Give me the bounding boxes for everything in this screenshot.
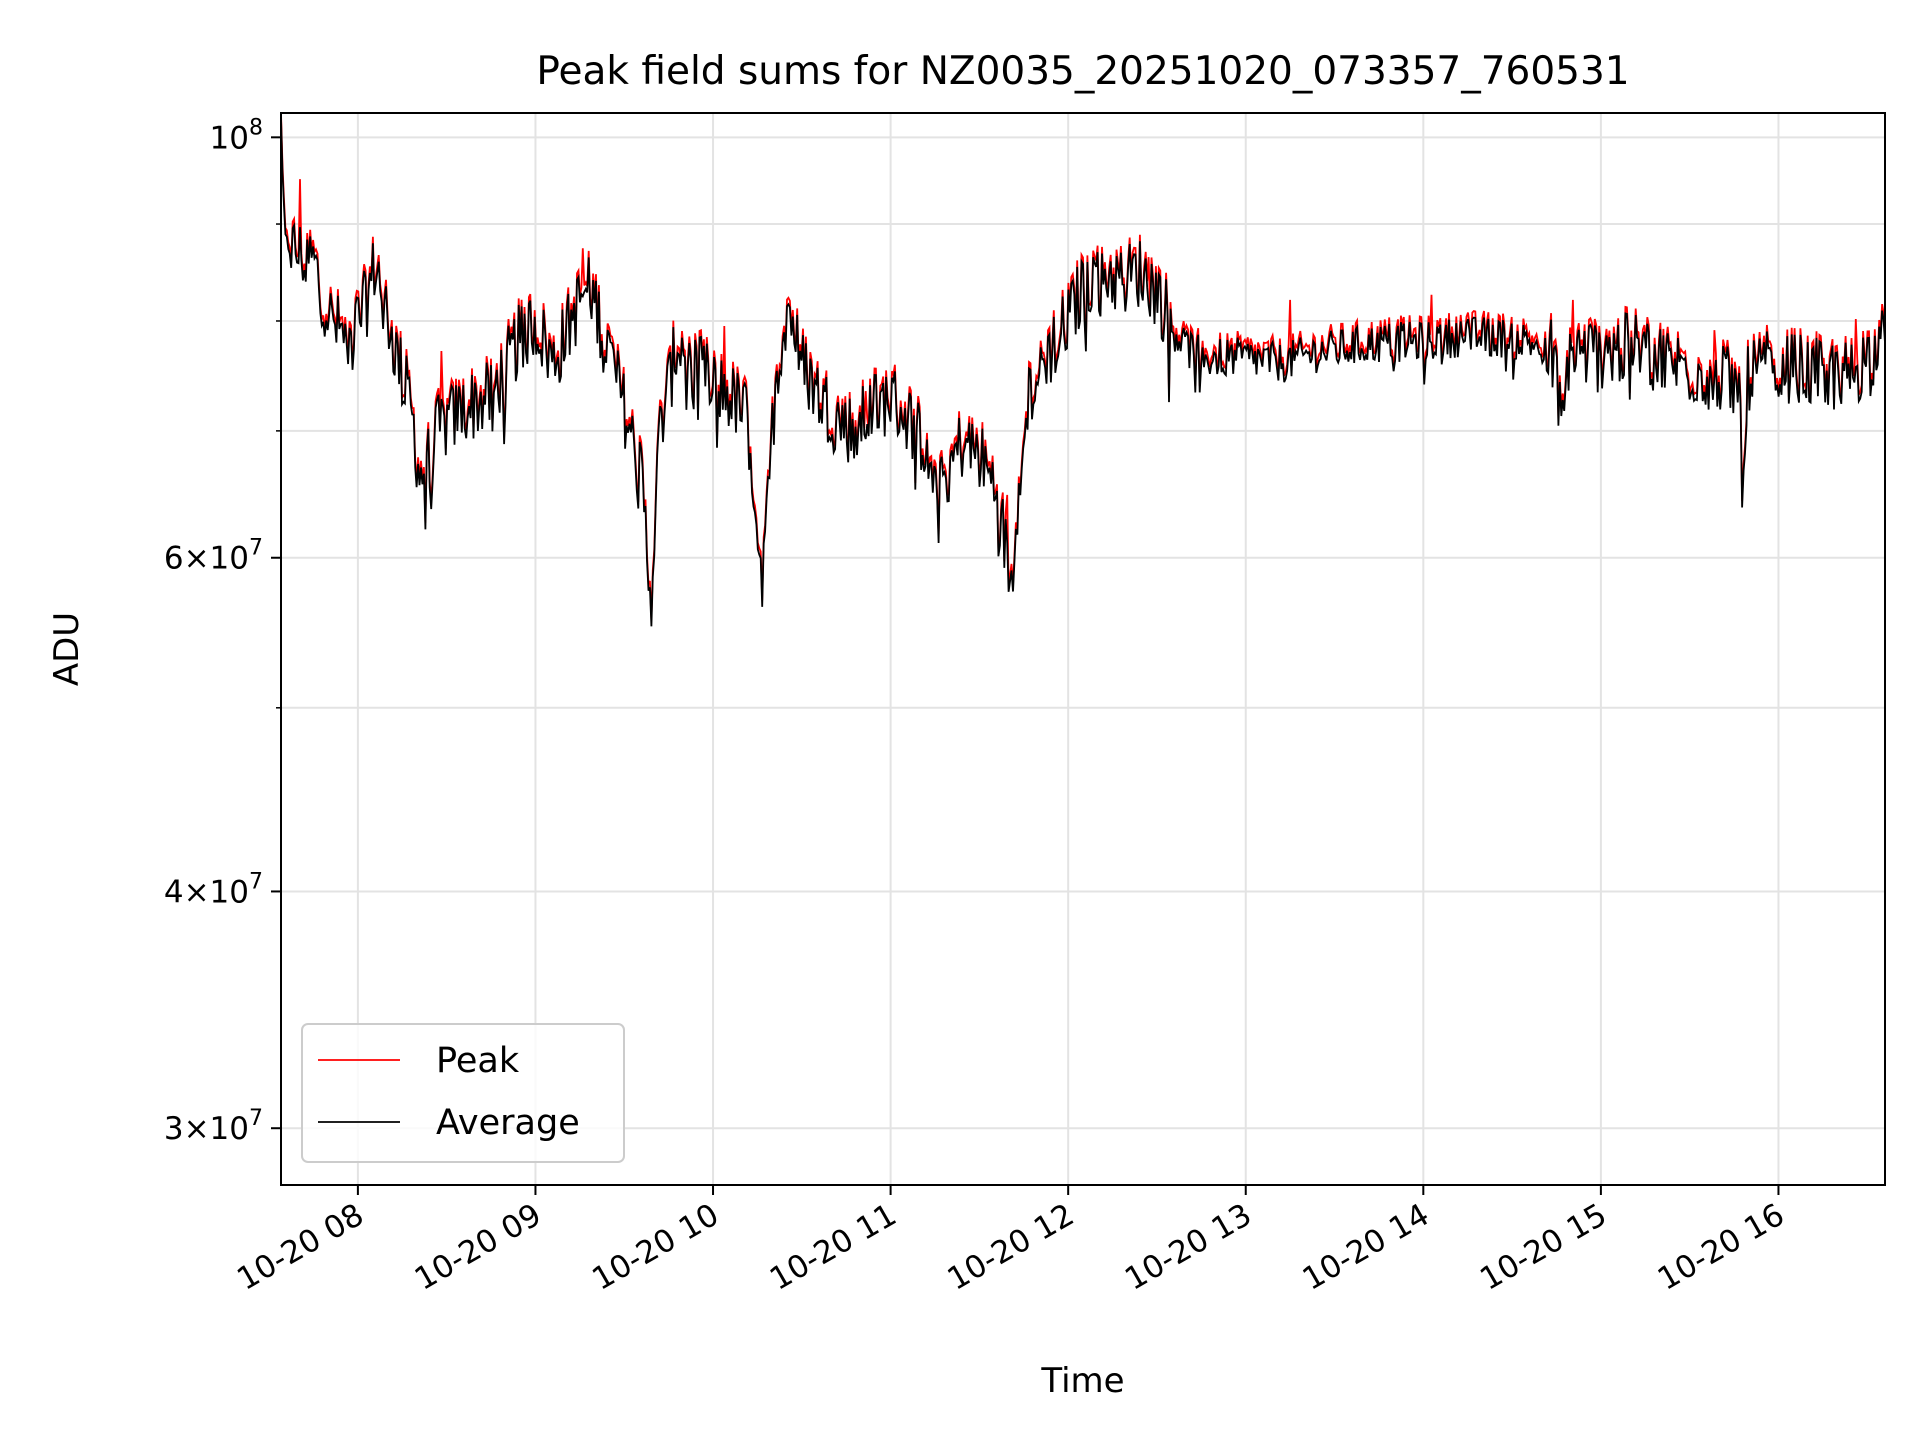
chart-title: Peak field sums for NZ0035_20251020_0733… bbox=[536, 49, 1629, 94]
y-tick-label: 108 bbox=[210, 115, 263, 156]
plot-series-group bbox=[281, 113, 1885, 627]
legend-box bbox=[301, 1023, 625, 1163]
series-average-line bbox=[281, 117, 1885, 627]
plot-frame bbox=[280, 112, 1886, 1186]
y-tick-label: 3×107 bbox=[164, 1106, 263, 1147]
legend-label-peak: Peak bbox=[436, 1041, 520, 1081]
legend: Peak Average bbox=[301, 1023, 625, 1163]
y-axis-label: ADU bbox=[47, 612, 87, 686]
y-tick-label: 6×107 bbox=[164, 536, 263, 577]
legend-label-average: Average bbox=[436, 1103, 580, 1143]
y-tick-label: 4×107 bbox=[164, 869, 263, 910]
grid bbox=[281, 113, 1885, 1185]
x-axis-label: Time bbox=[1040, 1361, 1124, 1401]
